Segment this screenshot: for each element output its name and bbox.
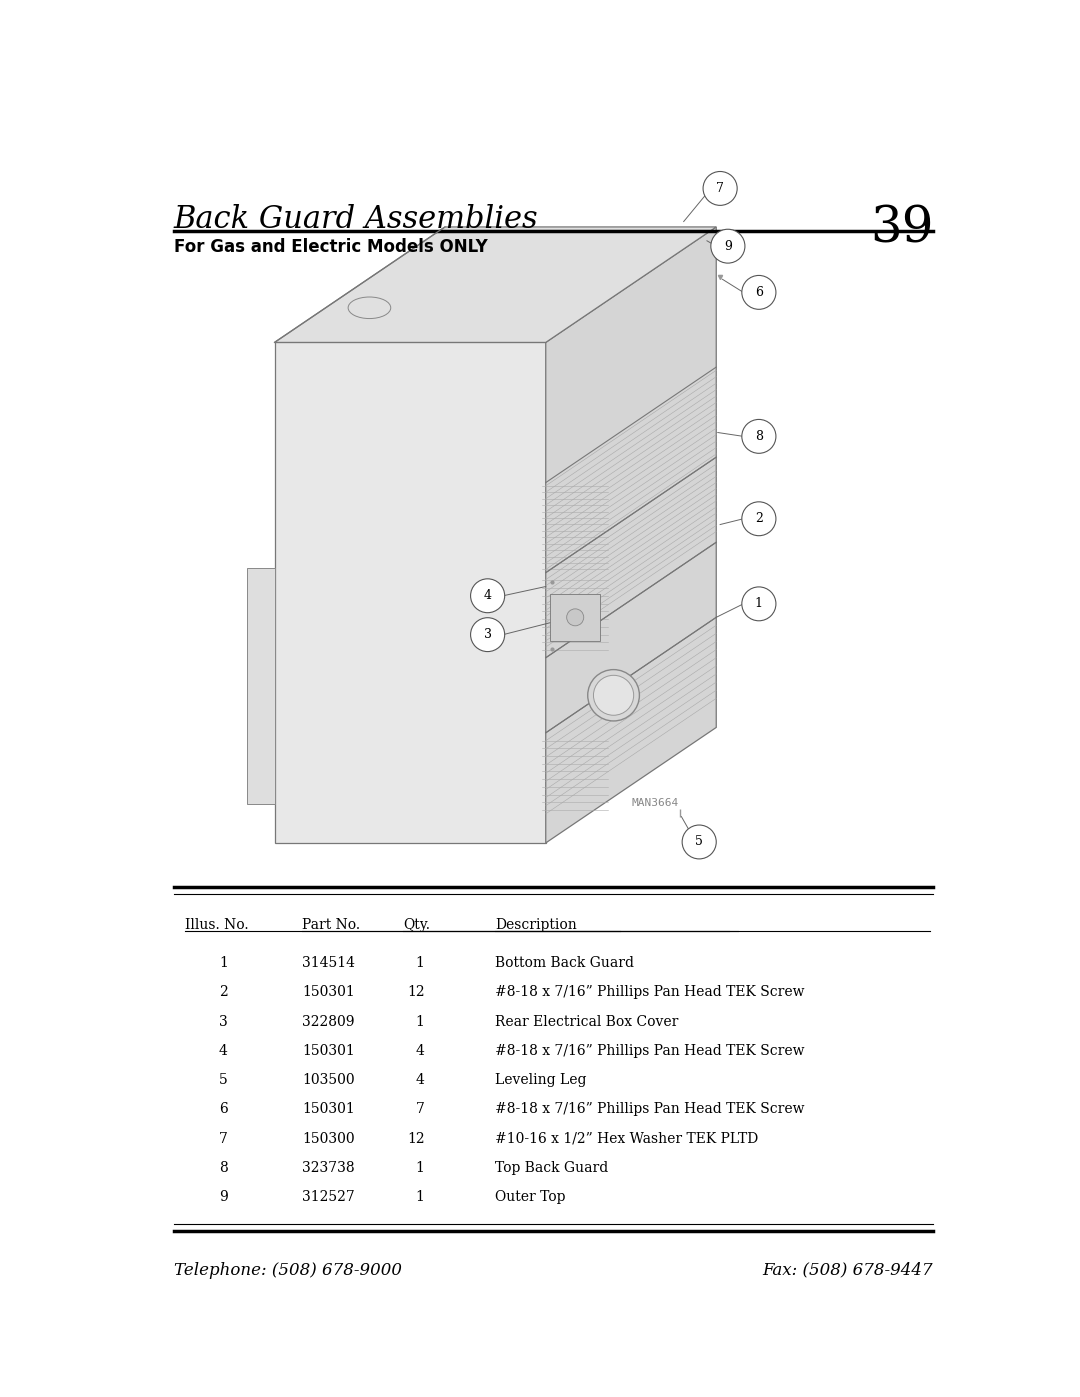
Text: #8-18 x 7/16” Phillips Pan Head TEK Screw: #8-18 x 7/16” Phillips Pan Head TEK Scre… <box>495 1044 805 1058</box>
Ellipse shape <box>594 675 634 715</box>
Text: 7: 7 <box>716 182 724 196</box>
Text: MAN3664: MAN3664 <box>631 798 678 807</box>
Text: 9: 9 <box>724 240 732 253</box>
Text: 322809: 322809 <box>302 1014 355 1028</box>
Text: 1: 1 <box>755 598 762 610</box>
Text: 314514: 314514 <box>302 956 355 970</box>
Circle shape <box>471 617 504 651</box>
Circle shape <box>742 275 775 309</box>
Text: Description: Description <box>495 918 577 932</box>
Polygon shape <box>274 226 716 342</box>
Text: 150300: 150300 <box>302 1132 355 1146</box>
Text: 7: 7 <box>219 1132 228 1146</box>
Text: 8: 8 <box>219 1161 228 1175</box>
Text: Leveling Leg: Leveling Leg <box>495 1073 586 1087</box>
Text: 8: 8 <box>755 430 762 443</box>
Text: 1: 1 <box>416 1014 424 1028</box>
Circle shape <box>742 587 775 620</box>
Ellipse shape <box>588 669 639 721</box>
Text: 3: 3 <box>484 629 491 641</box>
Text: Bottom Back Guard: Bottom Back Guard <box>495 956 634 970</box>
Text: Telephone: (508) 678-9000: Telephone: (508) 678-9000 <box>174 1261 402 1278</box>
Text: 1: 1 <box>416 1161 424 1175</box>
Text: 150301: 150301 <box>302 1102 355 1116</box>
Ellipse shape <box>348 298 391 319</box>
Text: 1: 1 <box>219 956 228 970</box>
Text: Fax: (508) 678-9447: Fax: (508) 678-9447 <box>762 1261 933 1278</box>
Text: 7: 7 <box>416 1102 424 1116</box>
Text: #8-18 x 7/16” Phillips Pan Head TEK Screw: #8-18 x 7/16” Phillips Pan Head TEK Scre… <box>495 1102 805 1116</box>
Text: 12: 12 <box>407 985 424 999</box>
Circle shape <box>711 229 745 263</box>
Text: 5: 5 <box>219 1073 228 1087</box>
Text: 39: 39 <box>869 204 933 253</box>
Text: 9: 9 <box>219 1190 228 1204</box>
Polygon shape <box>545 226 716 842</box>
Text: Outer Top: Outer Top <box>495 1190 566 1204</box>
Ellipse shape <box>567 609 583 626</box>
Text: 323738: 323738 <box>302 1161 355 1175</box>
Text: 1: 1 <box>416 956 424 970</box>
Text: 2: 2 <box>755 513 762 525</box>
Text: #8-18 x 7/16” Phillips Pan Head TEK Screw: #8-18 x 7/16” Phillips Pan Head TEK Scre… <box>495 985 805 999</box>
Text: 6: 6 <box>219 1102 228 1116</box>
Text: For Gas and Electric Models ONLY: For Gas and Electric Models ONLY <box>174 239 487 257</box>
Text: #10-16 x 1/2” Hex Washer TEK PLTD: #10-16 x 1/2” Hex Washer TEK PLTD <box>495 1132 758 1146</box>
Text: 103500: 103500 <box>302 1073 355 1087</box>
Text: 312527: 312527 <box>302 1190 355 1204</box>
Circle shape <box>742 502 775 535</box>
Text: 12: 12 <box>407 1132 424 1146</box>
Text: Part No.: Part No. <box>302 918 361 932</box>
Text: 4: 4 <box>416 1073 424 1087</box>
Polygon shape <box>274 342 545 842</box>
Text: 2: 2 <box>219 985 228 999</box>
Circle shape <box>703 172 738 205</box>
Text: 150301: 150301 <box>302 1044 355 1058</box>
Text: 5: 5 <box>696 835 703 848</box>
Text: Rear Electrical Box Cover: Rear Electrical Box Cover <box>495 1014 678 1028</box>
Text: 1: 1 <box>416 1190 424 1204</box>
Text: 3: 3 <box>219 1014 228 1028</box>
Text: Qty.: Qty. <box>403 918 430 932</box>
Text: 4: 4 <box>416 1044 424 1058</box>
Circle shape <box>742 419 775 453</box>
Text: Illus. No.: Illus. No. <box>186 918 248 932</box>
Polygon shape <box>247 567 274 805</box>
Text: 6: 6 <box>755 286 762 299</box>
Polygon shape <box>550 594 600 641</box>
Text: 4: 4 <box>484 590 491 602</box>
Text: 150301: 150301 <box>302 985 355 999</box>
Circle shape <box>471 578 504 613</box>
Text: Top Back Guard: Top Back Guard <box>495 1161 608 1175</box>
Text: 4: 4 <box>219 1044 228 1058</box>
Circle shape <box>683 826 716 859</box>
Text: Back Guard Assemblies: Back Guard Assemblies <box>174 204 538 235</box>
